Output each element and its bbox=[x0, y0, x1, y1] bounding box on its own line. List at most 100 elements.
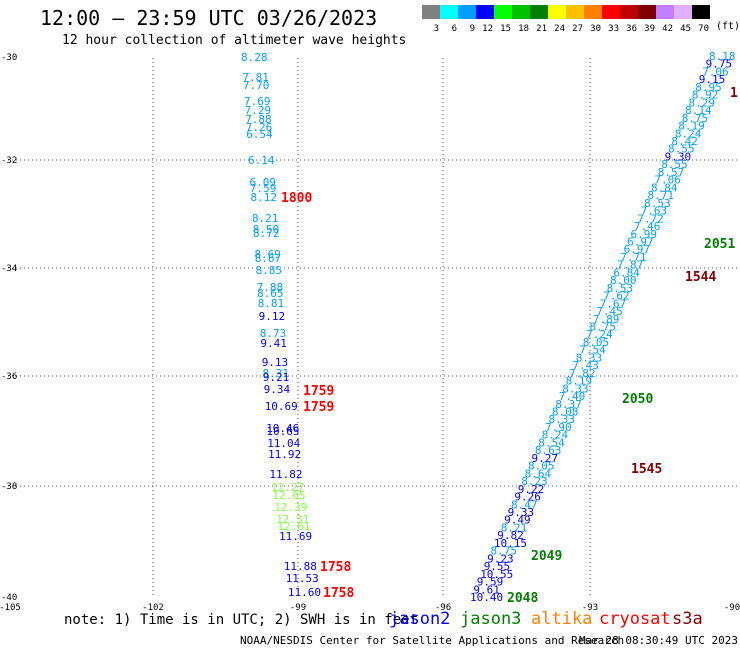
swh-label: 9.75 bbox=[706, 58, 733, 71]
colorbar-swatch bbox=[476, 5, 494, 19]
swh-label: 8.95 bbox=[695, 81, 722, 94]
latitude-tick-label: -36 bbox=[1, 372, 17, 382]
colorbar-swatch bbox=[494, 5, 512, 19]
swh-label: 9.30 bbox=[665, 151, 692, 164]
swh-label: 8.67 bbox=[255, 252, 282, 265]
swh-label: 6.54 bbox=[246, 128, 273, 141]
swh-label: 7.69 bbox=[244, 95, 271, 108]
colorbar-tick-label: 36 bbox=[626, 24, 637, 34]
swh-label: 8.64 bbox=[525, 467, 552, 480]
colorbar-tick-label: 45 bbox=[680, 24, 691, 34]
swh-label: 7.29 bbox=[245, 104, 272, 117]
swh-label: 7.88 bbox=[257, 281, 284, 294]
colorbar-swatch bbox=[584, 5, 602, 19]
swh-label: 8.71 bbox=[648, 189, 675, 202]
colorbar-swatch bbox=[692, 5, 710, 19]
swh-label: 12.05 bbox=[272, 489, 305, 502]
swh-label: 7.63 bbox=[641, 205, 668, 218]
swh-label: 10.65 bbox=[266, 425, 299, 438]
satellite-cryosat-label: cryosat bbox=[599, 609, 671, 629]
pass-time-label: 1800 bbox=[281, 191, 312, 206]
swh-label: 7.26 bbox=[246, 121, 272, 134]
swh-label: 8.21 bbox=[501, 521, 528, 534]
swh-label: 9.13 bbox=[262, 356, 289, 369]
swh-label: 10.46 bbox=[266, 422, 299, 435]
swh-label: 9.59 bbox=[477, 576, 504, 589]
swh-label: 9.61 bbox=[473, 583, 500, 596]
pass-time-label: 1758 bbox=[323, 586, 354, 601]
swh-label: 8.37 bbox=[555, 398, 582, 411]
swh-label: 8.14 bbox=[685, 104, 712, 117]
swh-label: 10.40 bbox=[470, 591, 503, 604]
pass-time-label: 2049 bbox=[531, 549, 562, 564]
swh-label: 8.31 bbox=[263, 367, 290, 380]
colorbar-tick-label: 21 bbox=[536, 24, 547, 34]
swh-label: 9.34 bbox=[264, 383, 291, 396]
swh-label: 8.73 bbox=[260, 327, 287, 340]
swh-label: 9.23 bbox=[487, 552, 513, 565]
swh-label: 10.15 bbox=[494, 537, 527, 550]
swh-label: 8.55 bbox=[668, 143, 695, 156]
colorbar-tick-label: 70 bbox=[698, 24, 709, 34]
swh-label: 10.55 bbox=[480, 568, 513, 581]
swh-label: 7.40 bbox=[559, 390, 586, 403]
colorbar-tick-label: 39 bbox=[644, 24, 655, 34]
swh-label: 7.72 bbox=[637, 212, 664, 225]
swh-label: 11.88 bbox=[284, 560, 317, 573]
pass-time-label: 1759 bbox=[303, 384, 334, 399]
longitude-tick-label: -93 bbox=[582, 603, 598, 612]
swh-label: 9.12 bbox=[259, 310, 286, 323]
swh-label: 9.33 bbox=[508, 506, 534, 519]
swh-label: 8.12 bbox=[251, 191, 278, 204]
pass-time-label: 1759 bbox=[303, 400, 334, 415]
swh-label: 8.53 bbox=[644, 197, 671, 210]
longitude-tick-label: -96 bbox=[435, 603, 451, 612]
swh-label: 8.19 bbox=[566, 375, 593, 388]
swh-label: 9.55 bbox=[484, 560, 511, 573]
swh-label: 8.28 bbox=[241, 51, 268, 64]
swh-label: 8.42 bbox=[671, 135, 698, 148]
page-title: 12:00 — 23:59 UTC 03/26/2023 bbox=[40, 6, 378, 30]
colorbar-swatch bbox=[548, 5, 566, 19]
swh-label: 12.27 bbox=[271, 481, 304, 494]
longitude-tick-label: -99 bbox=[290, 603, 306, 612]
swh-label: 7.06 bbox=[654, 174, 681, 187]
colorbar-swatch bbox=[638, 5, 656, 19]
swh-label: 8.23 bbox=[521, 475, 548, 488]
colorbar-swatch bbox=[674, 5, 692, 19]
swh-label: 7.81 bbox=[242, 71, 269, 84]
swh-label: 7.70 bbox=[243, 79, 270, 92]
swh-label: 8.85 bbox=[256, 264, 283, 277]
swh-label: 6.14 bbox=[248, 154, 275, 167]
swh-label: 8.29 bbox=[689, 96, 716, 109]
colorbar-swatch bbox=[458, 5, 476, 19]
swh-label: 8.19 bbox=[678, 120, 705, 133]
colorbar-tick-label: 30 bbox=[590, 24, 601, 34]
swh-label: 8.75 bbox=[590, 321, 617, 334]
swh-label: 11.69 bbox=[279, 530, 312, 543]
colorbar-tick-label: 24 bbox=[554, 24, 565, 34]
colorbar-tick-label: 33 bbox=[608, 24, 619, 34]
colorbar-swatch bbox=[512, 5, 530, 19]
swh-label: 8.33 bbox=[576, 351, 603, 364]
swh-label: 7.87 bbox=[617, 259, 644, 272]
swh-label: 8.24 bbox=[675, 127, 702, 140]
colorbar-swatch bbox=[656, 5, 674, 19]
swh-label: 7.45 bbox=[596, 305, 623, 318]
swh-label: 8.72 bbox=[253, 227, 280, 240]
colorbar-swatch bbox=[422, 5, 440, 19]
colorbar-swatch bbox=[440, 5, 458, 19]
pass-time-label: 2048 bbox=[507, 591, 538, 606]
swh-label: 6.99 bbox=[631, 228, 658, 241]
swh-label: 7.54 bbox=[579, 344, 606, 357]
footer-note: note: 1) Time is in UTC; 2) SWH is in fe… bbox=[64, 612, 419, 628]
latitude-tick-label: -40 bbox=[1, 593, 17, 603]
colorbar-tick-label: 3 bbox=[434, 24, 439, 34]
latitude-tick-label: -32 bbox=[1, 156, 17, 166]
colorbar-tick-label: 18 bbox=[518, 24, 529, 34]
pass-time-label: 1544 bbox=[685, 270, 716, 285]
colorbar-tick-label: 12 bbox=[482, 24, 493, 34]
swh-label: 8.84 bbox=[651, 181, 678, 194]
swh-label: 11.82 bbox=[269, 468, 302, 481]
wave-height-colorbar: 3 6 9 12 15 18 21 24 27 30 33 36 39 42 45 70 bbox=[422, 5, 710, 34]
